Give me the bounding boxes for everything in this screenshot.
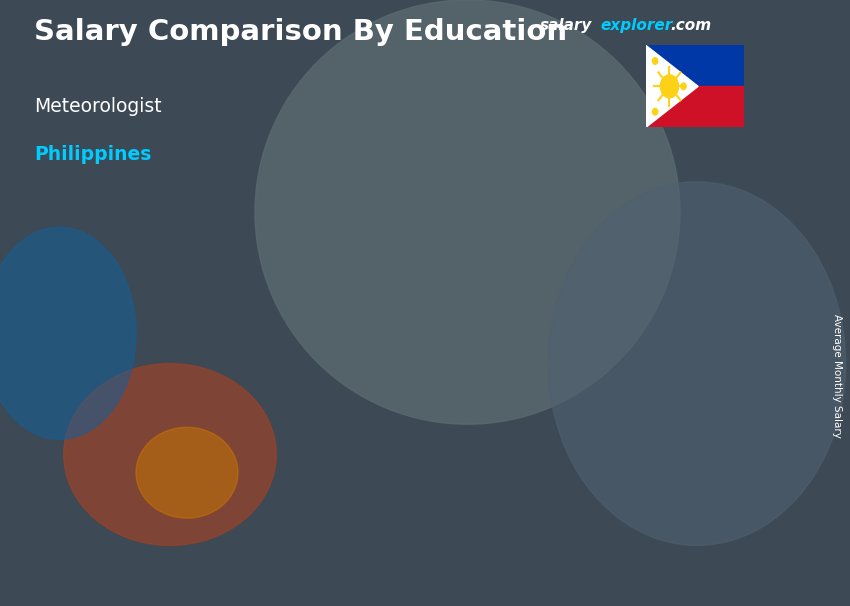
Circle shape (653, 108, 658, 115)
Ellipse shape (136, 427, 238, 518)
Text: salary: salary (540, 18, 592, 33)
Ellipse shape (64, 364, 276, 545)
Text: Meteorologist: Meteorologist (34, 97, 162, 116)
Text: +68%: +68% (473, 234, 554, 258)
Text: Salary Comparison By Education: Salary Comparison By Education (34, 18, 567, 46)
Ellipse shape (255, 0, 680, 424)
Circle shape (660, 75, 678, 98)
Circle shape (681, 83, 686, 90)
Ellipse shape (548, 182, 846, 545)
Polygon shape (238, 461, 259, 558)
Text: Philippines: Philippines (34, 145, 151, 164)
Text: 58,100 PHP: 58,100 PHP (351, 382, 439, 397)
FancyArrowPatch shape (190, 358, 382, 413)
Bar (119, 461, 238, 558)
Bar (646, 87, 744, 127)
Text: explorer: explorer (601, 18, 673, 33)
Bar (336, 406, 455, 558)
Bar (552, 303, 671, 558)
Polygon shape (671, 303, 693, 558)
Ellipse shape (0, 227, 136, 439)
Text: Average Monthly Salary: Average Monthly Salary (832, 314, 842, 438)
Text: 97,400 PHP: 97,400 PHP (589, 279, 677, 294)
Polygon shape (455, 406, 476, 558)
Text: .com: .com (671, 18, 711, 33)
Text: 37,000 PHP: 37,000 PHP (124, 437, 212, 452)
Polygon shape (646, 45, 698, 127)
FancyArrowPatch shape (406, 267, 598, 332)
Bar (646, 45, 744, 87)
Text: +57%: +57% (214, 295, 295, 319)
Circle shape (653, 58, 658, 64)
